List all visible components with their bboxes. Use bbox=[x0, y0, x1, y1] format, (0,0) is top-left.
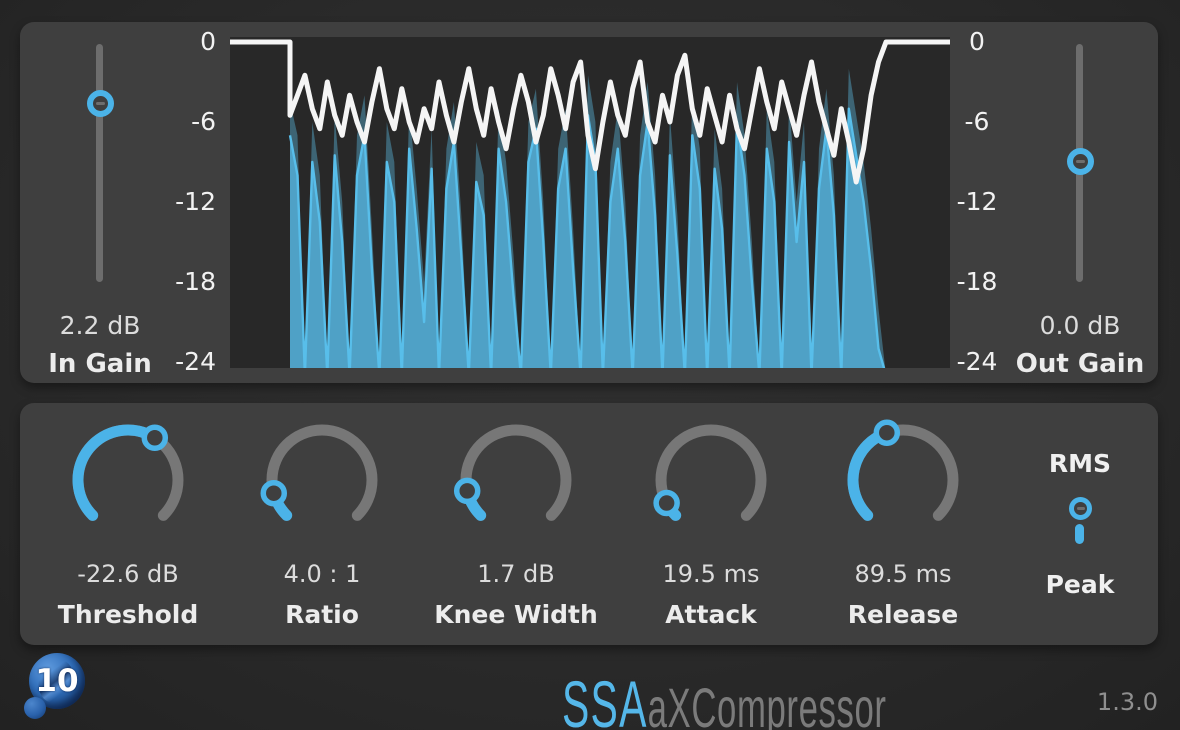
release-value: 89.5 ms bbox=[854, 560, 952, 588]
ratio-label: Ratio bbox=[285, 600, 359, 629]
scale-left-6: -6 bbox=[191, 107, 216, 136]
scale-left-24: -24 bbox=[175, 347, 216, 376]
gain-trace-line bbox=[230, 39, 950, 185]
knee-width-label: Knee Width bbox=[434, 600, 598, 629]
plugin-title: SSA aXCompressor bbox=[562, 666, 887, 730]
scale-left-0: 0 bbox=[200, 27, 216, 56]
ratio-value: 4.0 : 1 bbox=[283, 560, 361, 588]
logo-number: 10 bbox=[35, 663, 79, 699]
threshold-knob[interactable] bbox=[62, 414, 194, 534]
output-level-area bbox=[290, 108, 886, 368]
version-number: 1.3.0 bbox=[1096, 688, 1158, 716]
scale-right-12: -12 bbox=[956, 187, 998, 216]
slider-handle-dash-icon bbox=[95, 102, 105, 106]
ratio-knob[interactable] bbox=[256, 414, 388, 534]
logo-dot-icon bbox=[24, 697, 46, 719]
controls-panel bbox=[20, 403, 1158, 645]
scale-left-12: -12 bbox=[175, 187, 216, 216]
out-gain-label: Out Gain bbox=[1015, 349, 1145, 379]
scale-right-18: -18 bbox=[956, 267, 998, 296]
rms-label[interactable]: RMS bbox=[1048, 449, 1112, 478]
company-logo[interactable]: 10 bbox=[24, 653, 93, 723]
attack-label: Attack bbox=[665, 600, 757, 629]
slider-handle-dash-icon bbox=[1075, 159, 1085, 163]
scale-right-24: -24 bbox=[956, 347, 998, 376]
brand-name: SSA bbox=[562, 667, 648, 730]
threshold-label: Threshold bbox=[57, 600, 199, 629]
release-label: Release bbox=[847, 600, 959, 629]
knee-width-knob[interactable] bbox=[450, 414, 582, 534]
toggle-handle-dash-icon bbox=[1076, 507, 1085, 510]
detector-toggle-handle[interactable] bbox=[1069, 497, 1092, 520]
in-gain-label: In Gain bbox=[48, 349, 152, 379]
scale-right-6: -6 bbox=[964, 107, 990, 136]
peak-label[interactable]: Peak bbox=[1045, 570, 1115, 599]
release-knob[interactable] bbox=[837, 414, 969, 534]
in-gain-slider-track[interactable] bbox=[96, 44, 103, 282]
scale-right-0: 0 bbox=[969, 27, 985, 56]
attack-value: 19.5 ms bbox=[662, 560, 760, 588]
knee-width-value: 1.7 dB bbox=[477, 560, 555, 588]
level-meter-display bbox=[230, 37, 950, 368]
in-gain-value: 2.2 dB bbox=[59, 311, 141, 340]
product-name: aXCompressor bbox=[647, 676, 887, 730]
out-gain-value: 0.0 dB bbox=[1039, 311, 1121, 340]
threshold-value: -22.6 dB bbox=[77, 560, 179, 588]
scale-left-18: -18 bbox=[175, 267, 216, 296]
attack-knob[interactable] bbox=[645, 414, 777, 534]
detector-toggle-track[interactable] bbox=[1075, 524, 1084, 544]
in-gain-slider-handle[interactable] bbox=[86, 90, 114, 118]
out-gain-slider-handle[interactable] bbox=[1066, 147, 1094, 175]
